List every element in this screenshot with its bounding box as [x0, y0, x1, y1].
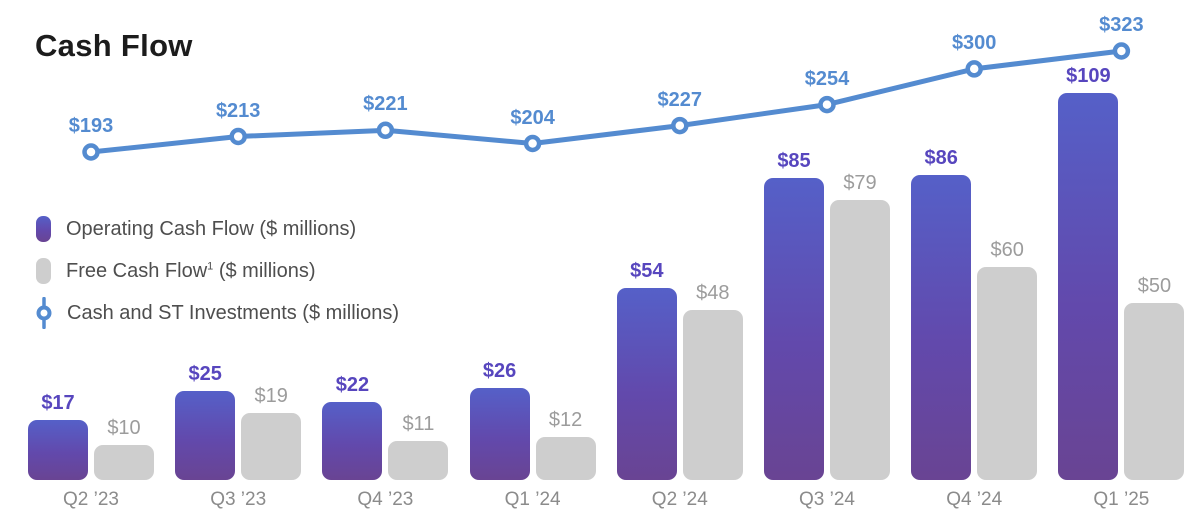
legend: Operating Cash Flow ($ millions) Free Ca…: [36, 208, 399, 334]
legend-item-cash-st-investments: Cash and ST Investments ($ millions): [36, 292, 399, 334]
free-value-label: $60: [990, 239, 1024, 261]
legend-label-text: Free Cash Flow: [66, 259, 208, 282]
line-point: [523, 134, 542, 153]
category-label: Q3 ’23: [210, 489, 267, 510]
operating-value-label: $86: [924, 146, 958, 169]
chart-title: Cash Flow: [35, 28, 193, 63]
legend-label-rest: ($ millions): [213, 259, 316, 282]
bar-operating-cash-flow: [469, 387, 530, 480]
category-label: Q4 ’23: [357, 489, 414, 510]
line-value-label: $221: [363, 93, 408, 116]
free-value-label: $11: [402, 412, 435, 435]
line-value-label: $193: [68, 115, 114, 137]
bar-operating-cash-flow: [28, 419, 88, 480]
line-point: [671, 116, 689, 135]
line-point: [82, 143, 100, 161]
free-value-label: $48: [696, 281, 730, 304]
bar-operating-cash-flow: [764, 178, 824, 480]
line-value-label: $213: [215, 99, 261, 122]
category-label: Q4 ’24: [946, 489, 1003, 510]
legend-label: Operating Cash Flow ($ millions): [66, 218, 356, 241]
bar-operating-cash-flow: [911, 174, 972, 480]
bar-free-cash-flow: [535, 437, 596, 480]
legend-item-operating-cash-flow: Operating Cash Flow ($ millions): [36, 208, 399, 250]
category-label: Q2 ’23: [63, 489, 119, 510]
bar-operating-cash-flow: [1058, 93, 1119, 480]
legend-label-text: Cash and ST Investments ($ millions): [67, 301, 399, 324]
operating-value-label: $85: [777, 150, 811, 173]
bar-free-cash-flow: [830, 199, 890, 480]
legend-label-sup: 1: [207, 259, 214, 272]
line-value-label: $227: [657, 88, 703, 111]
bar-free-cash-flow: [977, 267, 1038, 480]
line-value-label: $204: [510, 106, 555, 129]
line-value-label: $300: [951, 31, 997, 54]
free-value-label: $19: [254, 384, 288, 407]
operating-value-label: $17: [41, 391, 75, 414]
line-point: [376, 121, 395, 140]
legend-label: Free Cash Flow1 ($ millions): [66, 260, 316, 283]
line-value-label: $323: [1099, 14, 1144, 36]
legend-label: Cash and ST Investments ($ millions): [67, 302, 399, 325]
free-value-label: $12: [548, 409, 583, 432]
bar-free-cash-flow: [1124, 302, 1185, 480]
bar-free-cash-flow: [682, 309, 743, 480]
bar-free-cash-flow: [94, 444, 154, 480]
free-cash-flow-swatch-icon: [36, 258, 51, 284]
category-label: Q1 ’24: [504, 489, 561, 510]
line-point: [229, 127, 247, 146]
operating-value-label: $22: [335, 373, 370, 396]
category-label: Q1 ’25: [1093, 489, 1150, 510]
operating-cash-flow-swatch-icon: [36, 216, 51, 242]
bar-free-cash-flow: [241, 412, 302, 480]
bar-operating-cash-flow: [616, 288, 677, 480]
bar-free-cash-flow: [388, 441, 449, 480]
operating-value-label: $25: [188, 363, 222, 386]
free-value-label: $10: [107, 416, 141, 439]
legend-item-free-cash-flow: Free Cash Flow1 ($ millions): [36, 250, 399, 292]
category-label: Q2 ’24: [651, 489, 708, 510]
free-value-label: $50: [1137, 274, 1172, 297]
free-value-label: $79: [843, 171, 877, 194]
line-point: [818, 95, 836, 114]
category-label: Q3 ’24: [799, 489, 855, 510]
operating-value-label: $109: [1066, 65, 1111, 88]
operating-value-label: $54: [630, 260, 664, 283]
line-point: [1112, 42, 1131, 60]
line-marker-icon: [36, 297, 52, 329]
operating-value-label: $26: [482, 359, 517, 382]
line-point: [965, 60, 983, 78]
bar-operating-cash-flow: [175, 391, 236, 480]
bar-operating-cash-flow: [322, 401, 383, 480]
legend-label-text: Operating Cash Flow ($ millions): [66, 217, 357, 240]
line-value-label: $254: [804, 67, 850, 90]
